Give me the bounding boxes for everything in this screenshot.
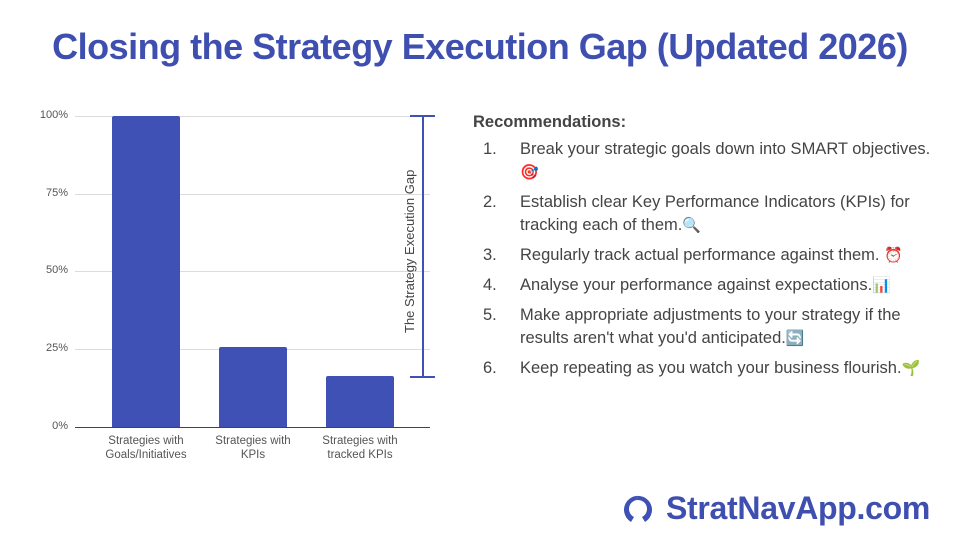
seedling-icon: 🌱 — [901, 360, 921, 377]
stratnav-logo-icon — [624, 495, 652, 522]
brand-link[interactable]: StratNavApp.com — [620, 490, 930, 527]
y-tick-50: 50% — [45, 264, 68, 276]
target-icon: 🎯 — [520, 164, 539, 181]
brand-name: StratNavApp.com — [666, 490, 931, 526]
gap-bracket-bottom-cap — [410, 376, 435, 378]
y-tick-75: 75% — [45, 187, 68, 199]
gap-bracket-top-cap — [410, 115, 435, 117]
alarm-clock-icon: ⏰ — [884, 247, 903, 264]
bar-tracked-kpis — [326, 376, 394, 427]
x-label-goals-initiatives: Strategies with Goals/Initiatives — [105, 435, 187, 461]
list-item: 5. Make appropriate adjustments to your … — [483, 306, 901, 347]
gridline — [75, 116, 430, 117]
list-item: 1. Break your strategic goals down into … — [483, 140, 931, 181]
list-item: 2. Establish clear Key Performance Indic… — [483, 193, 910, 234]
x-label-kpis: Strategies with KPIs — [215, 435, 291, 461]
bar-chart-icon: 📊 — [872, 277, 891, 294]
refresh-icon: 🔄 — [785, 330, 805, 347]
x-axis — [75, 427, 430, 428]
list-item: 6. Keep repeating as you watch your busi… — [483, 359, 921, 377]
x-label-tracked-kpis: Strategies with tracked KPIs — [322, 435, 398, 461]
gap-bracket-line — [422, 115, 424, 377]
bar-chart: 100% 75% 50% 25% 0% Strategies with Goal… — [30, 100, 450, 470]
recommendations-heading: Recommendations: — [473, 113, 627, 131]
gap-annotation-label: The Strategy Execution Gap — [402, 169, 417, 333]
bar-kpis — [219, 347, 287, 427]
y-tick-25: 25% — [45, 342, 68, 354]
gridline — [75, 271, 430, 272]
gridline — [75, 194, 430, 195]
y-tick-0: 0% — [52, 420, 68, 432]
recommendations-panel: Recommendations: 1. Break your strategic… — [473, 113, 933, 387]
bar-goals-initiatives — [112, 116, 180, 427]
list-item: 3. Regularly track actual performance ag… — [483, 246, 903, 264]
y-tick-100: 100% — [39, 109, 68, 121]
page-title: Closing the Strategy Execution Gap (Upda… — [52, 26, 908, 67]
magnifier-icon: 🔍 — [682, 217, 702, 234]
list-item: 4. Analyse your performance against expe… — [483, 276, 891, 294]
